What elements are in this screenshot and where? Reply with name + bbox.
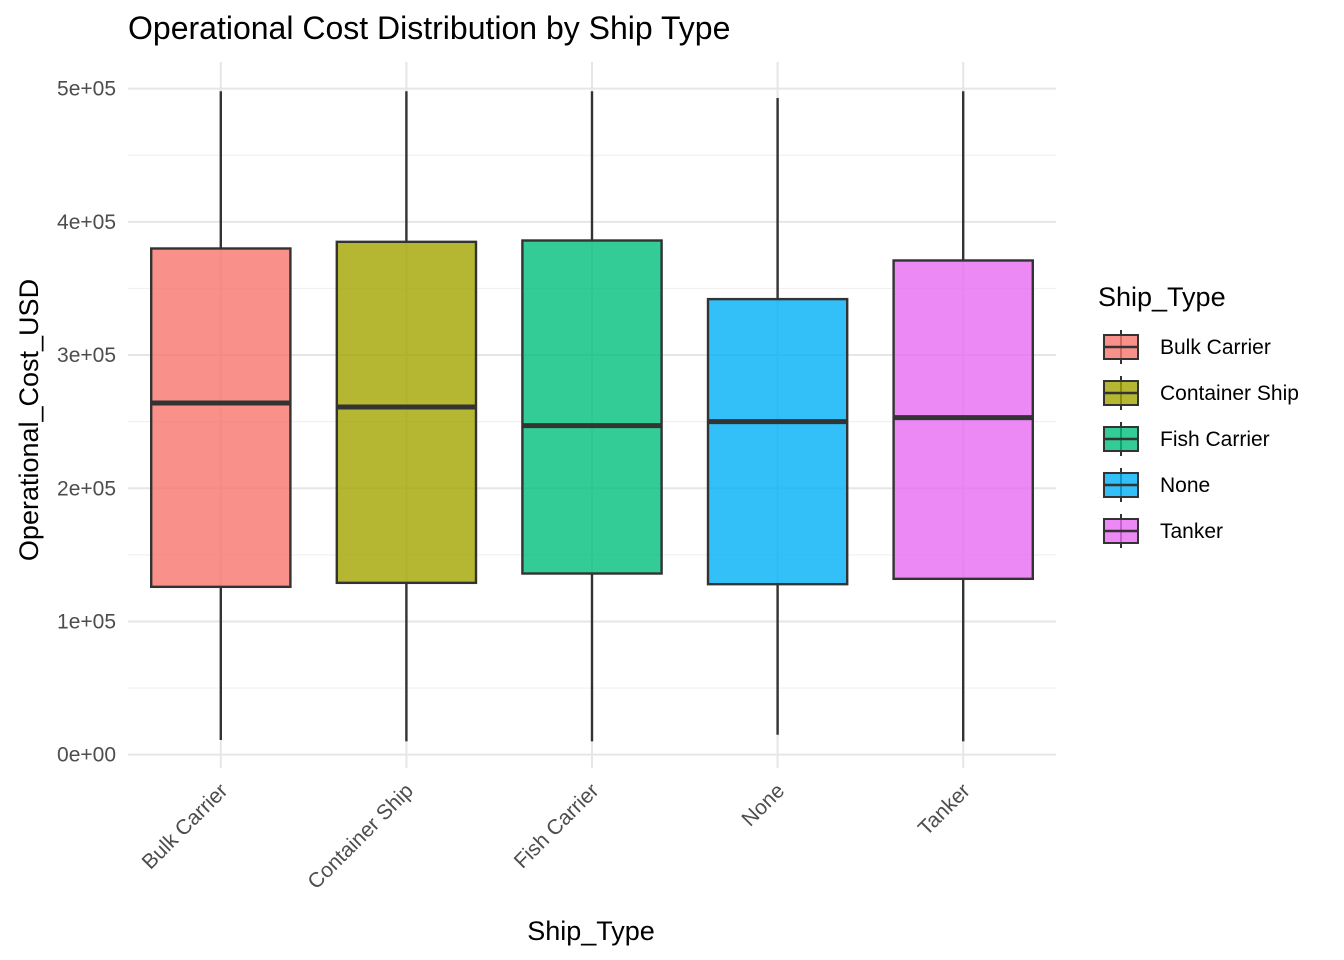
x-tick-label: None: [737, 779, 789, 831]
box-tanker: [892, 91, 1034, 742]
legend-item: None: [1103, 468, 1210, 502]
box-fish-carrier: [521, 91, 663, 742]
y-tick-label: 5e+05: [57, 78, 116, 101]
x-tick-label: Container Ship: [303, 779, 417, 893]
box-none: [706, 97, 849, 735]
x-tick-label: Bulk Carrier: [138, 779, 233, 874]
y-tick-label: 3e+05: [57, 344, 116, 367]
legend-title: Ship_Type: [1098, 282, 1226, 312]
y-tick-label: 4e+05: [57, 211, 116, 234]
x-tick-label: Tanker: [914, 779, 975, 840]
x-axis-ticks: Bulk Carrier Container Ship Fish Carrier No…: [138, 779, 975, 894]
box-bulk-carrier: [149, 91, 292, 741]
box-iqr: [706, 297, 849, 586]
y-tick-label: 2e+05: [57, 477, 116, 500]
y-axis-title: Operational_Cost_USD: [14, 279, 44, 561]
legend-label: Fish Carrier: [1160, 428, 1270, 451]
box-container-ship: [335, 91, 478, 742]
legend-label: Tanker: [1160, 520, 1223, 543]
legend-item: Container Ship: [1103, 376, 1299, 410]
legend-item: Tanker: [1103, 514, 1223, 548]
y-tick-label: 1e+05: [57, 610, 116, 633]
legend-label: Container Ship: [1160, 382, 1299, 405]
chart-title: Operational Cost Distribution by Ship Ty…: [128, 10, 730, 46]
y-tick-label: 0e+00: [57, 744, 116, 767]
legend-label: None: [1160, 474, 1210, 497]
boxes: [149, 91, 1034, 742]
legend-label: Bulk Carrier: [1160, 336, 1271, 359]
legend-item: Fish Carrier: [1103, 422, 1270, 456]
box-iqr: [521, 239, 663, 575]
x-tick-label: Fish Carrier: [510, 779, 604, 873]
x-axis-title: Ship_Type: [527, 916, 655, 946]
legend-item: Bulk Carrier: [1103, 330, 1271, 364]
box-iqr: [149, 247, 292, 589]
legend: Ship_Type Bulk Carrier Container Ship Fish…: [1098, 282, 1299, 548]
box-iqr: [335, 240, 478, 585]
y-axis-ticks: 0e+00 1e+05 2e+05 3e+05 4e+05 5e+05: [57, 78, 116, 767]
